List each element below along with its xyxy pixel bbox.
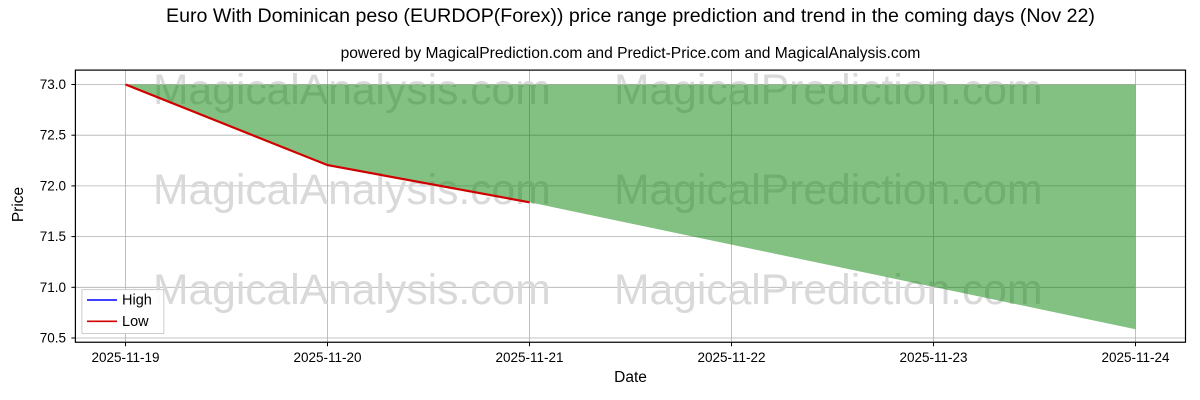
svg-text:High: High	[122, 293, 152, 309]
svg-text:2025-11-23: 2025-11-23	[899, 350, 967, 365]
svg-text:2025-11-19: 2025-11-19	[91, 350, 159, 365]
svg-text:2025-11-20: 2025-11-20	[293, 350, 361, 365]
svg-text:70.5: 70.5	[40, 331, 66, 346]
svg-text:Date: Date	[614, 369, 647, 386]
svg-text:2025-11-21: 2025-11-21	[495, 350, 563, 365]
svg-text:71.0: 71.0	[40, 280, 66, 295]
svg-text:72.0: 72.0	[40, 178, 66, 193]
svg-text:71.5: 71.5	[40, 229, 66, 244]
svg-text:Price: Price	[10, 187, 27, 222]
svg-text:2025-11-22: 2025-11-22	[697, 350, 765, 365]
svg-text:73.0: 73.0	[40, 77, 66, 92]
svg-text:2025-11-24: 2025-11-24	[1101, 350, 1170, 365]
svg-text:MagicalAnalysis.com: MagicalAnalysis.com	[153, 266, 551, 314]
svg-text:72.5: 72.5	[40, 128, 66, 143]
svg-text:Low: Low	[122, 314, 149, 330]
